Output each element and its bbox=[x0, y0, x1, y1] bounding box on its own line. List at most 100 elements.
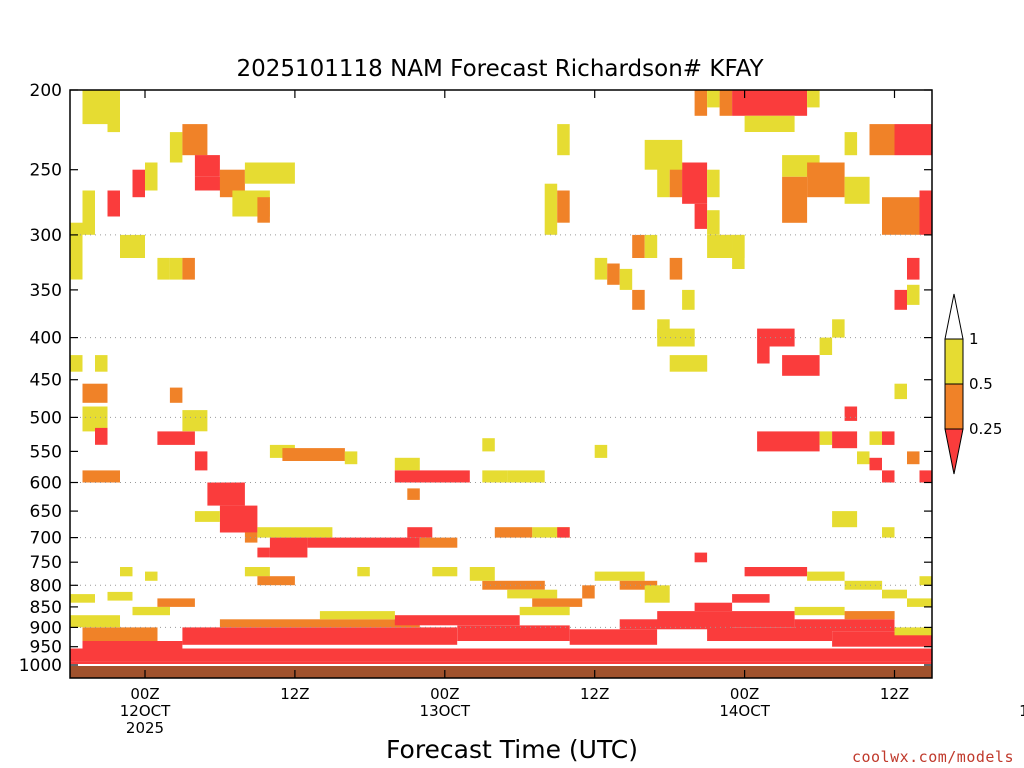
y-tick-label: 1000 bbox=[19, 656, 62, 676]
heatmap-cell bbox=[819, 431, 833, 445]
y-tick-label: 350 bbox=[30, 281, 62, 301]
x-tick-label: 00Z bbox=[730, 685, 759, 703]
heatmap-cell bbox=[894, 383, 907, 400]
heatmap-cell bbox=[157, 598, 195, 607]
heatmap-cell bbox=[532, 598, 583, 607]
ground-fill bbox=[70, 666, 932, 678]
heatmap-cell bbox=[482, 438, 495, 452]
x-tick-label: 00Z bbox=[430, 685, 459, 703]
heatmap-cell bbox=[132, 606, 170, 616]
heatmap-cell bbox=[594, 571, 645, 581]
ground-band bbox=[70, 664, 932, 678]
y-tick-label: 400 bbox=[30, 329, 62, 349]
y-tick-label: 450 bbox=[30, 371, 62, 391]
heatmap-cell bbox=[407, 527, 433, 538]
heatmap-cell bbox=[882, 431, 895, 445]
heatmap-cell bbox=[869, 124, 895, 156]
heatmap-cell bbox=[832, 319, 845, 338]
legend: 1 0.5 0.25 bbox=[944, 293, 1002, 475]
heatmap-cell bbox=[819, 337, 833, 355]
heatmap-cell bbox=[807, 162, 845, 198]
heatmap-cell bbox=[244, 532, 258, 543]
heatmap-cell bbox=[907, 598, 932, 607]
legend-label: 1 bbox=[969, 330, 979, 348]
heatmap-cell bbox=[519, 606, 570, 616]
heatmap-cell bbox=[907, 284, 920, 305]
heatmap-cell bbox=[644, 234, 658, 258]
heatmap-cell bbox=[732, 594, 770, 603]
legend-swatch-bottom bbox=[944, 428, 964, 475]
heatmap-cell bbox=[694, 552, 708, 563]
y-tick-label: 200 bbox=[30, 81, 62, 101]
heatmap-cell bbox=[744, 567, 808, 577]
heatmap-cell bbox=[257, 547, 270, 558]
heatmap-cell bbox=[919, 576, 932, 586]
y-tick-label: 550 bbox=[30, 442, 62, 462]
heatmap-cell bbox=[169, 387, 183, 403]
heatmap-cell bbox=[557, 124, 570, 156]
y-tick-label: 750 bbox=[30, 553, 62, 573]
heatmap-cell bbox=[307, 537, 420, 548]
heatmap-cell bbox=[194, 511, 220, 522]
heatmap-cell bbox=[394, 470, 470, 483]
heatmap-cell bbox=[407, 488, 420, 500]
heatmap-cell bbox=[145, 571, 158, 581]
heatmap-cell bbox=[394, 615, 520, 626]
heatmap-cell bbox=[70, 355, 83, 372]
heatmap-cell bbox=[257, 576, 295, 586]
heatmap-cell bbox=[907, 257, 920, 280]
heatmap-cell bbox=[432, 567, 458, 577]
heatmap-cell bbox=[732, 234, 745, 269]
heatmap-cell bbox=[182, 627, 458, 645]
heatmap-cell bbox=[107, 190, 120, 217]
heatmap-cell bbox=[869, 431, 882, 445]
x-tick-label: 14OCT bbox=[719, 702, 770, 720]
heatmap-cell bbox=[682, 289, 695, 310]
heatmap-cell bbox=[182, 410, 208, 432]
y-axis-ticks: 200 250 300 350 400 450 500 550 600 650 700 750 8008… bbox=[19, 81, 932, 676]
heatmap-cell bbox=[582, 585, 595, 599]
heatmap-cell bbox=[669, 257, 683, 280]
y-tick-label: 300 bbox=[30, 226, 62, 246]
heatmap-cell bbox=[844, 406, 858, 421]
heatmap-cell bbox=[844, 580, 883, 590]
heatmap-cell bbox=[707, 169, 720, 198]
x-tick-label: 12Z bbox=[880, 685, 909, 703]
heatmap-cell bbox=[344, 451, 358, 465]
heatmap-cell bbox=[707, 90, 720, 108]
legend-swatch bbox=[944, 338, 964, 385]
heatmap-cell bbox=[194, 155, 220, 177]
y-tick-label: 250 bbox=[30, 161, 62, 181]
heatmap-cell bbox=[844, 611, 895, 620]
heatmap-cell bbox=[607, 263, 620, 285]
heatmap-cell bbox=[657, 611, 795, 628]
heatmap-cell bbox=[832, 511, 858, 528]
heatmap-cell bbox=[70, 648, 932, 662]
heatmap-cell bbox=[807, 571, 845, 581]
heatmap-cell bbox=[469, 567, 495, 581]
heatmap-cell bbox=[882, 589, 907, 599]
heatmap-cell bbox=[70, 661, 932, 665]
heatmap-cell bbox=[169, 257, 183, 280]
heatmap-cell bbox=[869, 457, 882, 471]
heatmap-cell bbox=[107, 591, 133, 601]
heatmap-cell bbox=[70, 222, 83, 280]
heatmap-cell bbox=[244, 567, 270, 577]
heatmap-cell bbox=[319, 611, 395, 620]
legend-label: 0.5 bbox=[969, 375, 993, 393]
heatmap-cell bbox=[257, 527, 333, 538]
heatmap-cell bbox=[744, 115, 795, 132]
y-tick-label: 850 bbox=[30, 598, 62, 618]
y-tick-label: 700 bbox=[30, 529, 62, 549]
heatmap-cell bbox=[669, 162, 683, 198]
heatmap-cell bbox=[882, 527, 895, 538]
heatmap-cell bbox=[507, 470, 545, 483]
heatmap-cell bbox=[632, 289, 645, 310]
y-tick-label: 650 bbox=[30, 502, 62, 522]
heatmap-cell bbox=[219, 619, 420, 628]
heatmap-cell bbox=[907, 451, 920, 465]
heatmap-cell bbox=[507, 589, 558, 599]
heatmap-cell bbox=[107, 90, 120, 133]
heatmap-cell bbox=[82, 470, 120, 483]
heatmap-cell bbox=[482, 580, 545, 590]
